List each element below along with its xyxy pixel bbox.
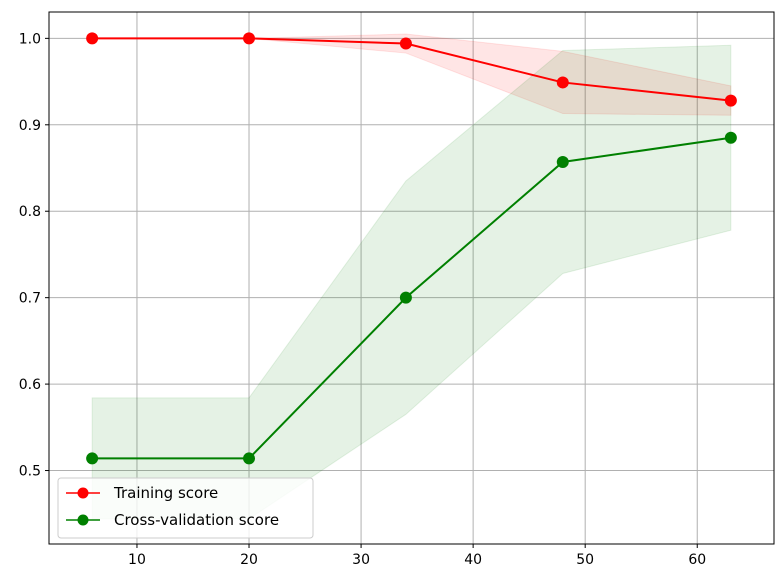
x-tick-label: 60	[688, 552, 706, 568]
training-score-point	[556, 76, 569, 89]
y-tick-label: 0.6	[19, 377, 41, 393]
legend-box	[57, 477, 314, 539]
confidence-bands	[91, 33, 732, 520]
y-axis-ticks: 0.5 0.6 0.7 0.8 0.9 1.0	[19, 31, 49, 480]
cross-validation-score-point	[243, 452, 256, 465]
y-tick-label: 0.8	[19, 204, 41, 220]
y-tick-label: 1.0	[19, 31, 41, 47]
legend-marker-cv	[77, 514, 89, 526]
legend: Training score Cross-validation score	[57, 477, 314, 539]
training-score-point	[243, 32, 256, 45]
training-score-point	[399, 37, 412, 50]
legend-label-cv: Cross-validation score	[114, 511, 279, 529]
legend-marker-training	[77, 487, 89, 499]
x-tick-label: 10	[128, 552, 146, 568]
cross-validation-score-point	[399, 291, 412, 304]
training-score-point	[86, 32, 99, 45]
series-markers	[86, 32, 737, 465]
cross-validation-score-point	[86, 452, 99, 465]
cross-validation-score-point	[724, 131, 737, 144]
x-tick-label: 50	[576, 552, 594, 568]
y-tick-label: 0.5	[19, 464, 41, 480]
y-tick-label: 0.9	[19, 118, 41, 134]
legend-label-training: Training score	[113, 484, 218, 502]
cross-validation-score-point	[556, 155, 569, 168]
plot-frame	[48, 11, 775, 545]
x-tick-label: 30	[352, 552, 370, 568]
cross-validation-score-band	[91, 44, 732, 520]
x-axis-ticks: 10 20 30 40 50 60	[128, 544, 706, 568]
x-tick-label: 20	[240, 552, 258, 568]
training-score-point	[724, 94, 737, 107]
y-tick-label: 0.7	[19, 291, 41, 307]
x-tick-label: 40	[464, 552, 482, 568]
